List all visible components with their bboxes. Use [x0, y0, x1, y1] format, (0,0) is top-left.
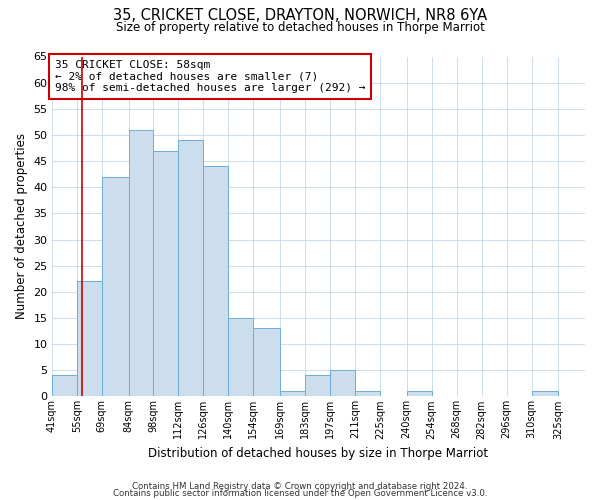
Bar: [178, 140, 203, 396]
Text: 35 CRICKET CLOSE: 58sqm
← 2% of detached houses are smaller (7)
98% of semi-deta: 35 CRICKET CLOSE: 58sqm ← 2% of detached…: [55, 60, 365, 93]
Bar: [229, 318, 253, 396]
Bar: [102, 177, 128, 396]
Bar: [532, 391, 558, 396]
Bar: [280, 391, 305, 396]
Text: 35, CRICKET CLOSE, DRAYTON, NORWICH, NR8 6YA: 35, CRICKET CLOSE, DRAYTON, NORWICH, NR8…: [113, 8, 487, 22]
Text: Contains HM Land Registry data © Crown copyright and database right 2024.: Contains HM Land Registry data © Crown c…: [132, 482, 468, 491]
Bar: [128, 130, 154, 396]
Bar: [77, 282, 102, 397]
Bar: [407, 391, 431, 396]
Bar: [355, 391, 380, 396]
Bar: [203, 166, 229, 396]
Y-axis label: Number of detached properties: Number of detached properties: [15, 134, 28, 320]
X-axis label: Distribution of detached houses by size in Thorpe Marriot: Distribution of detached houses by size …: [148, 447, 488, 460]
Bar: [305, 376, 330, 396]
Text: Size of property relative to detached houses in Thorpe Marriot: Size of property relative to detached ho…: [116, 21, 484, 34]
Bar: [253, 328, 280, 396]
Text: Contains public sector information licensed under the Open Government Licence v3: Contains public sector information licen…: [113, 489, 487, 498]
Bar: [52, 376, 77, 396]
Bar: [330, 370, 355, 396]
Bar: [154, 150, 178, 396]
